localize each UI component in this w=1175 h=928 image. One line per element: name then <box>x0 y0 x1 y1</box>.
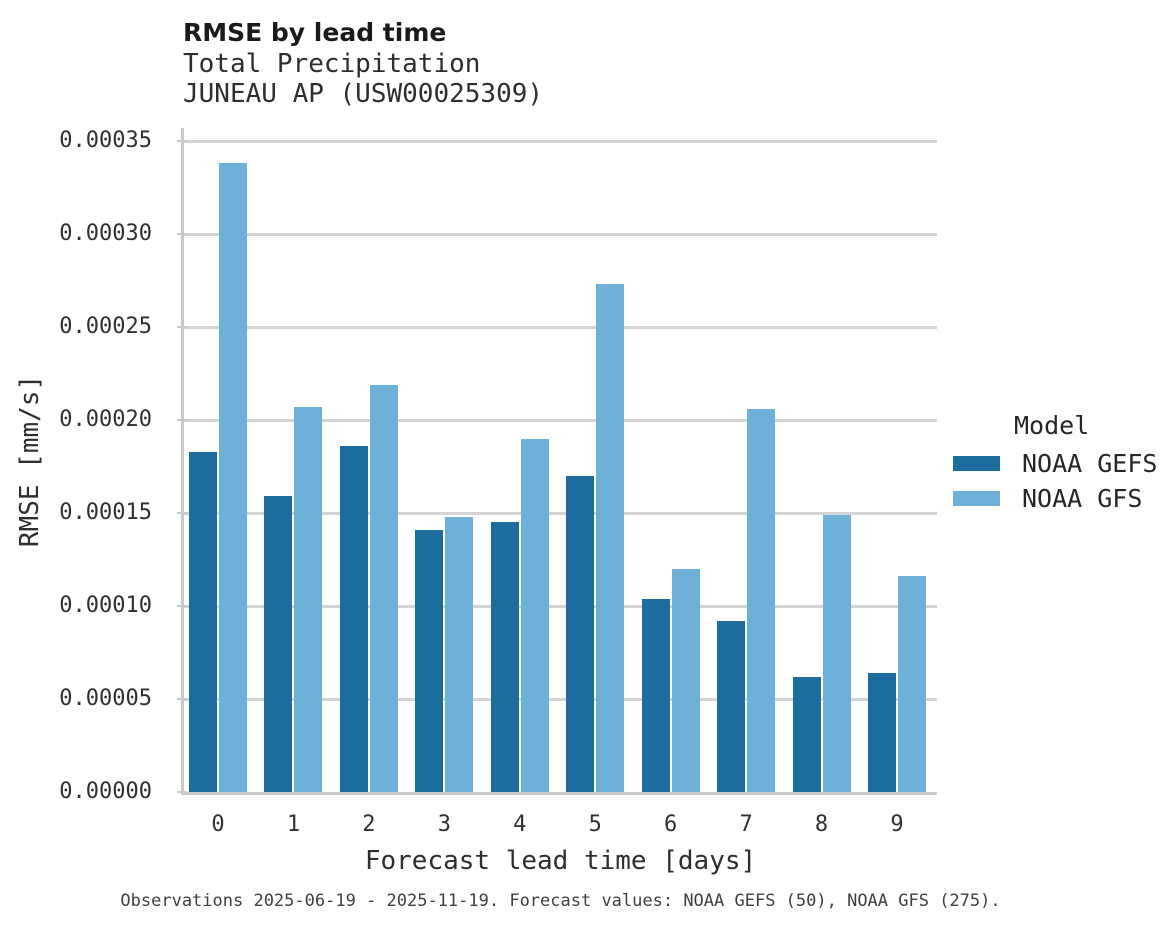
subtitle-variable: Total Precipitation <box>183 49 481 79</box>
y-tick-mark <box>177 326 187 328</box>
y-tick-mark <box>177 512 187 514</box>
bar-noaa-gfs-day-9 <box>897 576 926 792</box>
y-tick-label: 0.00015 <box>59 500 152 525</box>
x-tick-label: 6 <box>664 812 678 837</box>
legend: Model NOAA GEFS NOAA GFS <box>953 412 1175 516</box>
y-tick-mark <box>177 698 187 700</box>
y-tick-label: 0.00035 <box>59 128 152 154</box>
y-tick-mark <box>177 140 187 143</box>
bar-noaa-gefs-day-2 <box>339 446 368 792</box>
bar-noaa-gfs-day-8 <box>822 514 851 792</box>
gridline <box>184 697 937 701</box>
bar-noaa-gfs-day-5 <box>596 284 625 792</box>
plot-area <box>177 128 937 795</box>
y-tick-label: 0.00010 <box>59 593 152 618</box>
y-tick-label: 0.00025 <box>59 314 152 339</box>
x-tick-label: 2 <box>362 812 376 837</box>
gridline <box>184 232 937 236</box>
legend-swatch <box>953 456 1000 471</box>
x-tick-label: 8 <box>814 812 829 837</box>
footer-caption: Observations 2025-06-19 - 2025-11-19. Fo… <box>120 891 1001 911</box>
bar-noaa-gefs-day-6 <box>641 598 670 792</box>
x-tick-label: 4 <box>513 812 527 837</box>
bar-noaa-gefs-day-9 <box>867 673 896 792</box>
bar-noaa-gefs-day-0 <box>189 451 217 792</box>
bar-noaa-gfs-day-3 <box>445 516 474 792</box>
x-tick-label: 3 <box>437 812 451 837</box>
legend-item-noaa-gfs: NOAA GFS <box>953 481 1175 516</box>
bar-noaa-gfs-day-0 <box>219 163 247 792</box>
gridline <box>184 418 937 422</box>
x-axis-title: Forecast lead time [days] <box>364 846 757 876</box>
bar-noaa-gfs-day-1 <box>294 407 323 792</box>
bar-noaa-gefs-day-8 <box>792 676 821 792</box>
bar-noaa-gefs-day-5 <box>566 475 595 792</box>
x-tick-label: 9 <box>890 812 904 837</box>
bar-noaa-gfs-day-2 <box>369 384 398 792</box>
x-tick-label: 0 <box>211 812 225 837</box>
y-tick-label: 0.00005 <box>59 686 152 711</box>
gridline <box>184 139 937 143</box>
gridline <box>184 511 937 515</box>
bar-noaa-gfs-day-4 <box>520 438 549 792</box>
x-tick-label: 1 <box>286 812 301 837</box>
bar-noaa-gefs-day-7 <box>717 620 746 792</box>
y-tick-label: 0.00030 <box>59 221 152 247</box>
gridline <box>184 325 937 329</box>
chart-title: RMSE by lead time <box>183 18 447 47</box>
subtitle-station: JUNEAU AP (USW00025309) <box>183 79 544 109</box>
bar-noaa-gfs-day-6 <box>671 568 700 792</box>
y-tick-mark <box>177 605 187 607</box>
bar-noaa-gefs-day-1 <box>264 496 293 792</box>
legend-item-label: NOAA GEFS <box>1022 449 1158 478</box>
y-tick-label: 0.00020 <box>59 407 152 432</box>
x-tick-label: 7 <box>739 812 753 837</box>
y-tick-mark <box>177 233 187 236</box>
legend-item-label: NOAA GFS <box>1022 484 1143 513</box>
y-tick-mark <box>177 419 187 421</box>
x-tick-label: 5 <box>588 812 602 837</box>
y-tick-label: 0.00000 <box>59 779 152 804</box>
bar-noaa-gefs-day-4 <box>490 522 519 792</box>
legend-title: Model <box>1014 411 1090 440</box>
bar-noaa-gfs-day-7 <box>747 408 776 792</box>
gridline <box>184 604 937 608</box>
legend-swatch <box>953 491 1000 506</box>
legend-items: NOAA GEFS NOAA GFS <box>953 446 1175 516</box>
chart-subtitle: Total Precipitation JUNEAU AP (USW000253… <box>183 49 543 109</box>
legend-item-noaa-gefs: NOAA GEFS <box>953 446 1175 481</box>
bar-noaa-gefs-day-3 <box>415 529 444 792</box>
y-tick-mark <box>177 791 187 793</box>
